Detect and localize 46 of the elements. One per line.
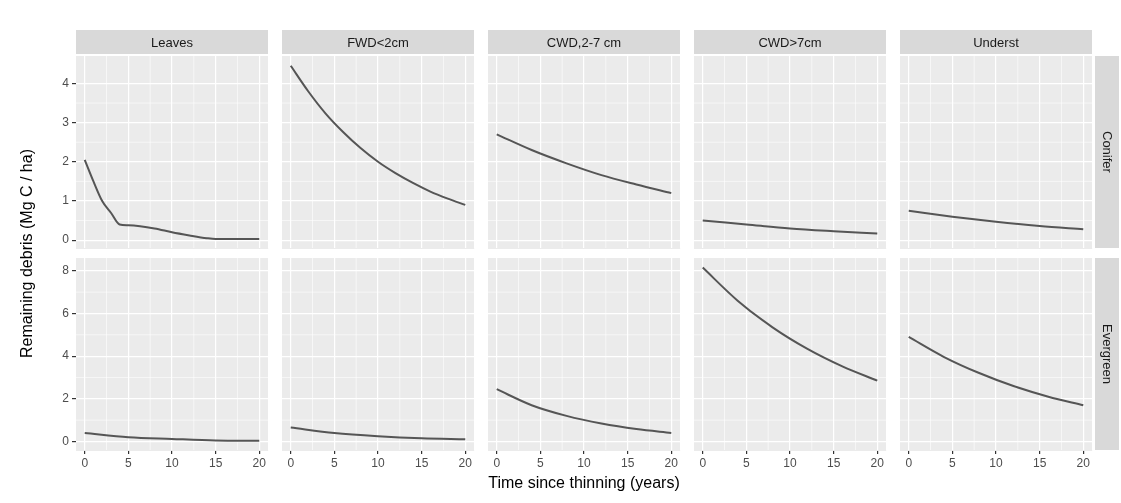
y-tick-label: 1 [62,193,70,208]
chart-title: CWD,2-7 cm [488,30,680,54]
x-tick-label: 20 [870,455,885,470]
x-tick-label: 5 [125,455,133,470]
x-axis-title: Time since thinning (years) [487,474,681,492]
x-tick-label: 15 [826,455,841,470]
x-tick-label: 20 [252,455,267,470]
y-tick-label: 3 [62,114,70,129]
x-tick-label: 15 [620,455,635,470]
x-tick-label: 15 [208,455,223,470]
x-tick-label: 5 [949,455,957,470]
text: Evergreen [1099,324,1115,384]
x-tick-label: 15 [1032,455,1047,470]
x-tick-label: 15 [414,455,429,470]
x-tick-label: 5 [537,455,545,470]
x-tick-label: 10 [989,455,1003,470]
x-tick-label: 10 [577,455,591,470]
y-tick-label: 0 [62,232,70,247]
y-tick-label: 4 [62,75,70,90]
x-tick-label: 0 [287,455,295,470]
x-tick-label: 0 [905,455,913,470]
line-series [83,158,261,240]
x-tick-label: 0 [493,455,501,470]
y-tick-label: 8 [62,263,70,278]
x-tick-label: 5 [331,455,339,470]
chart-title: Underst [900,30,1092,54]
x-tick-label: 20 [664,455,679,470]
chart-title: CWD>7cm [694,30,886,54]
y-axis-title: Remaining debris (Mg C / ha) [18,148,36,358]
x-tick-label: 10 [783,455,797,470]
chart-title: FWD<2cm [282,30,474,54]
y-tick-label: 6 [62,305,70,320]
x-tick-label: 20 [1076,455,1091,470]
y-tick-label: 2 [62,154,70,169]
x-tick-label: 20 [458,455,473,470]
x-tick-label: 10 [371,455,385,470]
x-tick-label: 10 [165,455,179,470]
y-tick-label: 2 [62,391,70,406]
x-tick-label: 0 [699,455,707,470]
line-series [83,431,261,442]
chart-title: Leaves [76,30,268,54]
y-tick-label: 4 [62,348,70,363]
x-tick-label: 0 [81,455,89,470]
text: Conifer [1099,131,1115,173]
y-tick-label: 0 [62,433,70,448]
x-tick-label: 5 [743,455,751,470]
